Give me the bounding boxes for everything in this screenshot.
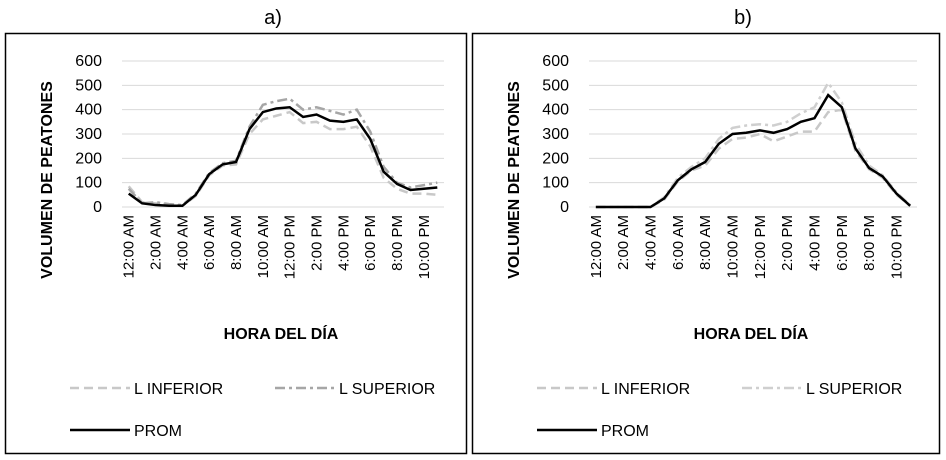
y-tick-label: 100 [75,175,102,192]
series-line [127,110,438,208]
y-tick-label: 200 [542,150,569,167]
x-tick-label: 12:00 PM [752,215,769,279]
series-line [595,108,911,209]
x-tick-label: 4:00 AM [643,215,660,270]
y-tick-label: 500 [75,77,102,94]
x-tick-label: 10:00 PM [416,215,433,279]
legend-label: L INFERIOR [601,381,690,398]
x-tick-label: 12:00 PM [282,215,299,279]
x-tick-label: 4:00 PM [807,215,824,271]
x-tick-label: 2:00 PM [779,215,796,271]
y-axis-title: VOLUMEN DE PEATONES [506,81,523,279]
x-tick-label: 6:00 AM [670,215,687,270]
x-tick-label: 2:00 AM [615,215,632,270]
y-tick-label: 400 [542,102,569,119]
x-tick-label: 12:00 AM [121,215,138,278]
y-tick-label: 300 [542,126,569,143]
panel-frame [471,32,941,455]
x-tick-label: 10:00 AM [255,215,272,278]
y-tick-label: 300 [75,126,102,143]
x-tick-label: 10:00 PM [889,215,906,279]
y-tick-label: 0 [560,199,569,216]
x-tick-label: 6:00 AM [201,215,218,270]
x-tick-label: 10:00 AM [725,215,742,278]
series-line [127,105,438,208]
x-tick-label: 6:00 PM [834,215,851,271]
x-tick-label: 8:00 PM [861,215,878,271]
x-tick-label: 4:00 PM [335,215,352,271]
chart-title: a) [264,7,282,29]
legend-label: L SUPERIOR [806,381,902,398]
series-line [595,80,912,209]
chart-title: b) [734,7,752,29]
x-tick-label: 8:00 PM [389,215,406,271]
series-line [595,93,911,209]
y-tick-label: 600 [542,53,569,70]
x-tick-label: 2:00 AM [148,215,165,270]
x-axis-title: HORA DEL DÍA [224,324,339,343]
y-tick-label: 0 [93,199,102,216]
x-tick-label: 4:00 AM [174,215,191,270]
x-tick-label: 2:00 PM [309,215,326,271]
y-axis-title: VOLUMEN DE PEATONES [39,81,56,279]
y-tick-label: 400 [75,102,102,119]
x-tick-label: 6:00 PM [362,215,379,271]
y-tick-label: 100 [542,175,569,192]
legend-label: PROM [134,423,182,440]
y-tick-label: 500 [542,77,569,94]
legend-label: PROM [601,423,649,440]
y-tick-label: 200 [75,150,102,167]
y-tick-label: 600 [75,53,102,70]
legend-label: L INFERIOR [134,381,223,398]
panel-frame [4,32,468,455]
legend-label: L SUPERIOR [339,381,435,398]
x-tick-label: 12:00 AM [588,215,605,278]
series-line [127,97,438,207]
x-tick-label: 8:00 AM [697,215,714,270]
x-tick-label: 8:00 AM [228,215,245,270]
x-axis-title: HORA DEL DÍA [694,324,809,343]
